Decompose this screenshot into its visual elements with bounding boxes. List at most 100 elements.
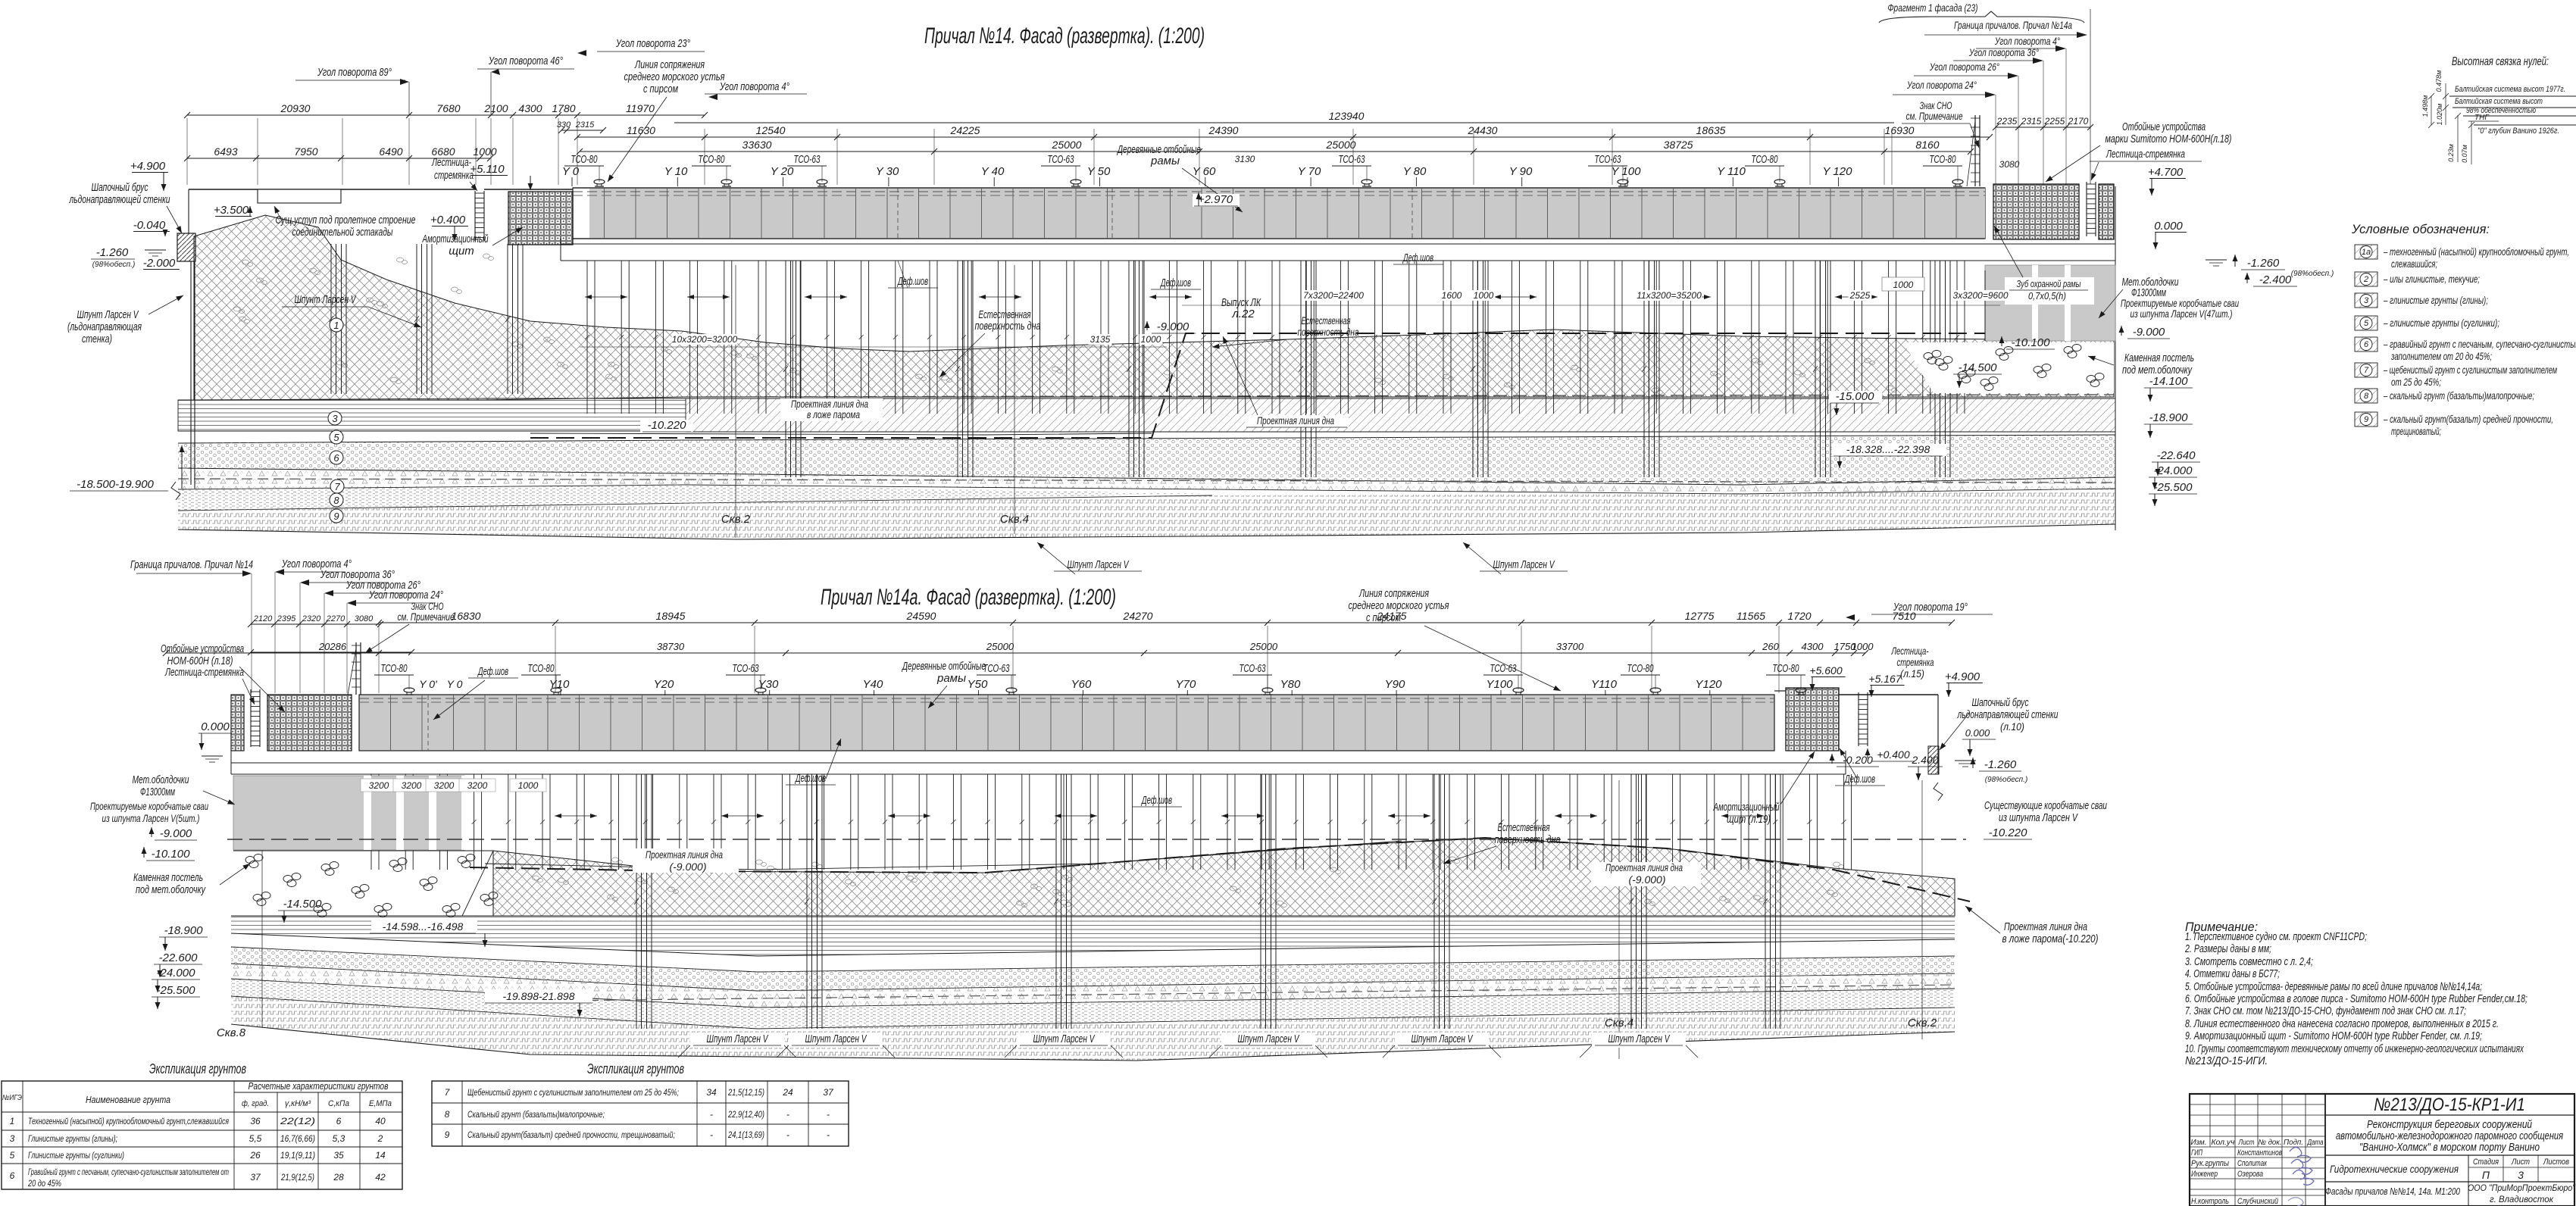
svg-text:Y110: Y110	[1591, 678, 1618, 691]
svg-text:1000: 1000	[1852, 641, 1874, 652]
svg-text:-2.400: -2.400	[2259, 273, 2292, 286]
svg-text:Рук.группы: Рук.группы	[2191, 1159, 2229, 1168]
svg-text:6490: 6490	[379, 145, 402, 158]
svg-text:33630: 33630	[742, 139, 772, 151]
svg-text:21,5(12,15): 21,5(12,15)	[727, 1087, 764, 1098]
svg-text:26: 26	[249, 1150, 261, 1161]
svg-text:-1.260: -1.260	[2247, 257, 2280, 270]
svg-text:Угол поворота 19°: Угол поворота 19°	[1893, 601, 1968, 614]
svg-text:18945: 18945	[656, 610, 686, 622]
svg-text:Ф13000мм: Ф13000мм	[2131, 286, 2166, 299]
svg-text:ТСО-63: ТСО-63	[983, 662, 1010, 675]
svg-text:33700: 33700	[1556, 641, 1584, 652]
svg-text:Деф.шов: Деф.шов	[1160, 277, 1191, 289]
svg-text:8160: 8160	[1915, 139, 1939, 151]
svg-text:-14.598...-16.498: -14.598...-16.498	[383, 920, 464, 933]
svg-text:37: 37	[250, 1172, 261, 1183]
svg-text:Y 60: Y 60	[1193, 165, 1216, 178]
svg-text:4300: 4300	[1802, 641, 1824, 652]
svg-text:Лист: Лист	[2511, 1158, 2530, 1167]
svg-text:+5.600: +5.600	[1809, 664, 1842, 676]
svg-text:0.000: 0.000	[201, 720, 230, 733]
svg-text:среднего морского устья: среднего морского устья	[624, 70, 725, 83]
svg-text:12540: 12540	[756, 124, 786, 136]
svg-text:г. Владивосток: г. Владивосток	[2490, 1194, 2554, 1204]
svg-text:Отбойные устройства: Отбойные устройства	[161, 642, 244, 655]
svg-text:ф, град.: ф, град.	[242, 1099, 269, 1108]
svg-text:-0.040: -0.040	[133, 219, 166, 232]
svg-text:25000: 25000	[1249, 641, 1278, 652]
svg-text:льдонаправляющей стенки: льдонаправляющей стенки	[69, 193, 170, 206]
svg-text:Шпунт Ларсен V: Шпунт Ларсен V	[1493, 558, 1555, 571]
svg-text:соединительной эстакады: соединительной эстакады	[292, 226, 393, 239]
svg-text:260: 260	[1762, 641, 1779, 652]
svg-text:Y 10: Y 10	[664, 165, 688, 178]
svg-text:34: 34	[706, 1087, 717, 1098]
svg-text:9. Амортизационный щит - Sumit: 9. Амортизационный щит - Sumitomo HOM-60…	[2185, 1029, 2482, 1042]
svg-text:Скв.2: Скв.2	[721, 513, 751, 526]
svg-text:0,7х0,5(h): 0,7х0,5(h)	[2028, 290, 2066, 302]
svg-text:Наименование грунта: Наименование грунта	[86, 1094, 170, 1105]
svg-text:5: 5	[2364, 319, 2369, 328]
svg-text:Деф.шов: Деф.шов	[1844, 773, 1875, 786]
svg-text:+3.500: +3.500	[214, 204, 249, 217]
svg-text:Скв.4: Скв.4	[1605, 1017, 1633, 1029]
svg-text:Естественная: Естественная	[1302, 314, 1351, 326]
svg-text:-1.260: -1.260	[96, 246, 129, 259]
svg-text:2120: 2120	[253, 614, 273, 623]
svg-text:под мет.оболочку: под мет.оболочку	[2122, 364, 2193, 376]
svg-text:1000: 1000	[1141, 334, 1161, 345]
svg-text:Деревянные отбойные: Деревянные отбойные	[1117, 143, 1201, 156]
svg-text:10. Грунты соответствуют техни: 10. Грунты соответствуют техническому от…	[2185, 1042, 2524, 1055]
svg-text:2235: 2235	[1996, 116, 2018, 127]
svg-text:Глинистые грунты (глины);: Глинистые грунты (глины);	[28, 1133, 117, 1144]
svg-text:Y 80: Y 80	[1403, 165, 1427, 178]
svg-text:40: 40	[375, 1116, 386, 1126]
svg-text:(98%обесп.): (98%обесп.)	[92, 260, 136, 269]
svg-text:ТСО-80: ТСО-80	[571, 153, 598, 166]
svg-text:ТСО-63: ТСО-63	[1048, 153, 1074, 166]
svg-text:Фасады причалов №№14, 14а. М1:: Фасады причалов №№14, 14а. М1:200	[2325, 1186, 2461, 1197]
svg-text:– гравийный грунт с песчаным,: – гравийный грунт с песчаным, супесчано-…	[2383, 338, 2576, 350]
svg-text:рамы: рамы	[936, 672, 966, 685]
svg-text:ТСО-80: ТСО-80	[1773, 662, 1799, 675]
svg-text:Y100: Y100	[1486, 678, 1513, 691]
svg-text:– глинистые грунты (глины);: – глинистые грунты (глины);	[2383, 294, 2488, 306]
svg-text:стремянка: стремянка	[1897, 656, 1934, 668]
svg-text:3: 3	[332, 413, 338, 424]
svg-text:11630: 11630	[627, 124, 655, 136]
svg-text:из шпунта Ларсен V: из шпунта Ларсен V	[1999, 811, 2078, 824]
svg-text:20286: 20286	[318, 641, 347, 652]
svg-text:5: 5	[333, 432, 339, 443]
svg-text:-10.220: -10.220	[1989, 826, 2028, 839]
svg-text:24270: 24270	[1123, 610, 1153, 622]
svg-text:ТСО-80: ТСО-80	[528, 662, 555, 675]
svg-text:Скальный грунт (базальты)малоп: Скальный грунт (базальты)малопрочные;	[467, 1109, 605, 1120]
svg-text:3: 3	[2364, 296, 2369, 305]
svg-text:+0.400: +0.400	[1877, 748, 1909, 761]
svg-text:-9.000: -9.000	[1157, 320, 1190, 333]
svg-text:трещиноватый;: трещиноватый;	[2391, 425, 2441, 437]
svg-text:38725: 38725	[1664, 139, 1693, 151]
svg-text:ТСО-80: ТСО-80	[1627, 662, 1654, 675]
svg-text:0.07м: 0.07м	[2461, 145, 2468, 163]
svg-text:Глинистые грунты (суглинки): Глинистые грунты (суглинки)	[28, 1150, 124, 1161]
svg-text:3200: 3200	[369, 780, 389, 791]
svg-text:7: 7	[334, 481, 340, 492]
svg-text:Выпуск ЛК: Выпуск ЛК	[1221, 296, 1261, 309]
svg-text:Y 30: Y 30	[876, 165, 899, 178]
svg-text:+4.900: +4.900	[1945, 670, 1980, 683]
svg-text:Инженер: Инженер	[2191, 1170, 2218, 1179]
svg-text:3130: 3130	[1235, 154, 1255, 164]
svg-text:9: 9	[2364, 415, 2368, 424]
svg-text:2: 2	[2363, 275, 2368, 284]
svg-text:стремянка: стремянка	[434, 169, 474, 182]
svg-text:Проектная линия дна: Проектная линия дна	[2004, 920, 2087, 933]
svg-text:ТСО-63: ТСО-63	[1240, 662, 1266, 675]
svg-text:Y 0: Y 0	[447, 678, 463, 690]
svg-text:Y 40: Y 40	[981, 165, 1005, 178]
svg-text:Деревянные отбойные: Деревянные отбойные	[902, 660, 986, 673]
svg-text:1000: 1000	[1893, 280, 1914, 290]
svg-text:-25.500: -25.500	[157, 984, 196, 997]
svg-text:0.000: 0.000	[1965, 727, 1990, 739]
